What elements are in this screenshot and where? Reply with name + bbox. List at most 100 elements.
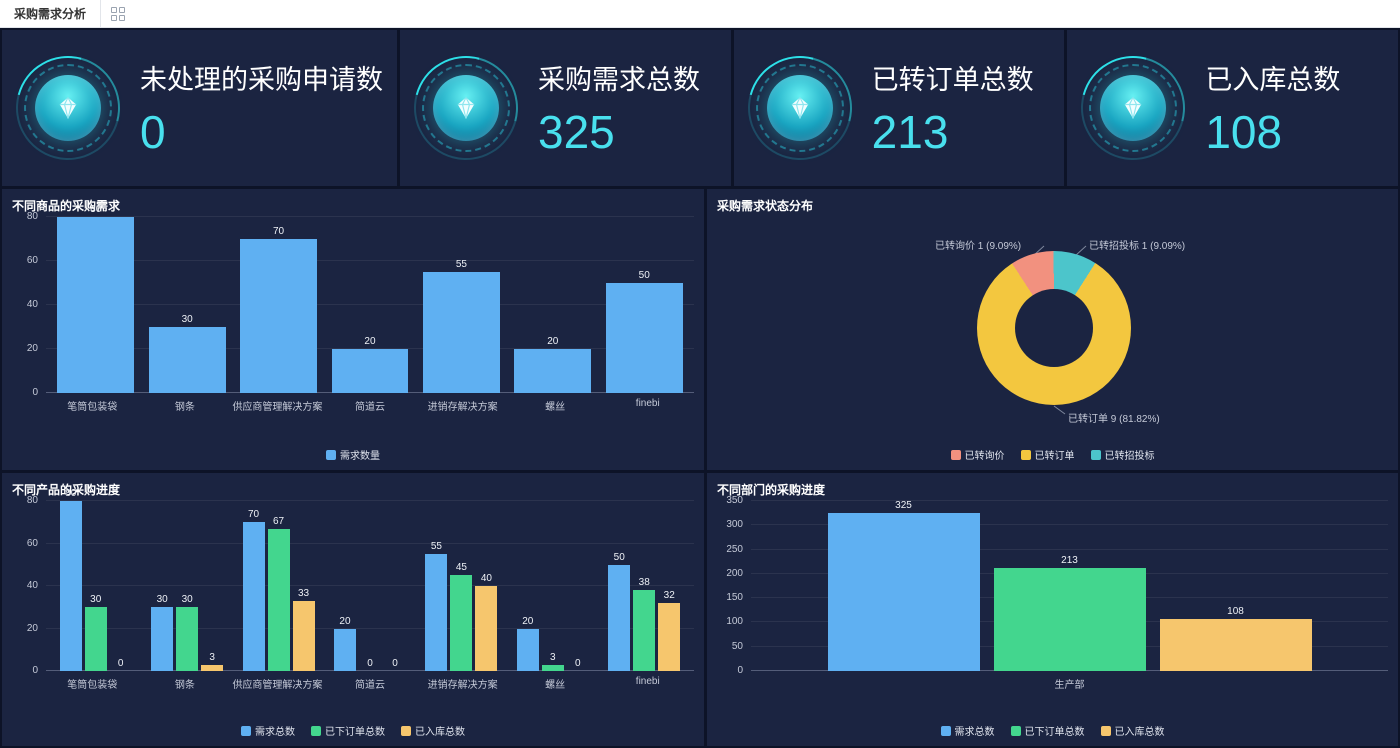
- gridline: 80: [27, 211, 694, 222]
- donut-ring[interactable]: [977, 251, 1131, 405]
- kpi-value: 213: [871, 105, 949, 158]
- tab-label: 采购需求分析: [14, 7, 87, 21]
- panel-department-progress: 不同部门的采购进度 0 50 100 150 200 250 300 350 325 213 108…: [707, 473, 1398, 746]
- bar-需求总数[interactable]: 70: [242, 509, 265, 671]
- panel-product-progress: 不同产品的采购进度 0 20 40 60 80 80 30 0 30 30 3 70 67 33 20 0 0 5…: [2, 473, 704, 746]
- bar-需求数量[interactable]: 30: [148, 314, 226, 393]
- kpi-label: 已转订单总数: [871, 64, 1034, 95]
- y-axis-tick: 20: [26, 622, 38, 634]
- x-axis-labels: 生产部: [751, 676, 1388, 691]
- apps-grid-icon[interactable]: [111, 6, 126, 21]
- bar-value-label: 30: [181, 314, 193, 325]
- bar-需求总数[interactable]: 325: [827, 500, 980, 671]
- x-axis-label: finebi: [635, 676, 660, 687]
- bar-group: 50: [599, 217, 690, 393]
- legend-swatch: [1090, 449, 1101, 460]
- bar-chart-product-progress: 0 20 40 60 80 80 30 0 30 30 3 70 67 33 20 0 0 55 45 40 20 3 0 5…: [12, 488, 694, 740]
- gridline: 60: [27, 538, 694, 549]
- plot-area: 0 20 40 60 80 80 30 70 20 55 20 50: [27, 204, 694, 398]
- bar-已入库总数[interactable]: 33: [292, 588, 315, 671]
- bar-已下订单总数[interactable]: 45: [450, 562, 473, 671]
- y-axis-tick: 60: [26, 537, 38, 549]
- legend-item-已入库总数[interactable]: 已入库总数: [401, 723, 465, 738]
- legend-item-已下订单总数[interactable]: 已下订单总数: [311, 723, 385, 738]
- bar-需求总数[interactable]: 20: [516, 616, 539, 671]
- bar-已下订单总数[interactable]: 213: [993, 555, 1146, 671]
- bar-已入库总数[interactable]: 40: [475, 573, 498, 671]
- bar-需求数量[interactable]: 80: [57, 204, 135, 393]
- kpi-value: 108: [1205, 105, 1283, 158]
- bar-已入库总数[interactable]: 32: [658, 590, 681, 671]
- bar-需求数量[interactable]: 50: [605, 270, 683, 393]
- bar-value-label: 0: [367, 658, 373, 669]
- legend-label: 已转招投标: [1104, 451, 1155, 462]
- legend-item-已下订单总数[interactable]: 已下订单总数: [1010, 723, 1085, 738]
- legend-label: 已入库总数: [415, 727, 465, 738]
- legend-item-已入库总数[interactable]: 已入库总数: [1100, 723, 1165, 738]
- kpi-card-unprocessed: 未处理的采购申请数 0: [0, 30, 397, 186]
- bar-value-label: 50: [613, 551, 625, 563]
- bar-group: 20: [324, 217, 415, 393]
- bar-group: 20 0 0: [324, 501, 415, 671]
- bar-需求总数[interactable]: 50: [608, 552, 631, 671]
- bar-需求数量[interactable]: 20: [514, 336, 592, 393]
- kpi-value: 0: [140, 105, 166, 158]
- bar-value-label: 20: [547, 336, 559, 347]
- legend-item-已转订单[interactable]: 已转订单: [1020, 447, 1075, 462]
- bar-value-label: 45: [455, 562, 467, 574]
- tab-procurement-analysis[interactable]: 采购需求分析: [0, 0, 102, 27]
- x-axis-label: finebi: [635, 398, 660, 409]
- bar-需求总数[interactable]: 30: [151, 594, 174, 671]
- kpi-label: 已入库总数: [1205, 64, 1341, 95]
- bar-chart-product-demand: 0 20 40 60 80 80 30 70 20 55 20 50 笔筒包装袋 钢条 供应商管理解决方案 简…: [12, 204, 694, 464]
- legend-item-已转询价[interactable]: 已转询价: [950, 447, 1005, 462]
- legend-item-已转招投标[interactable]: 已转招投标: [1090, 447, 1155, 462]
- gridline: 20: [27, 343, 694, 354]
- bar-value-label: 3: [550, 651, 556, 663]
- chart-legend: 需求数量: [12, 447, 694, 464]
- chart-title: 不同产品的采购进度: [12, 483, 121, 497]
- bar-已入库总数[interactable]: 3: [201, 652, 224, 671]
- legend-swatch: [241, 725, 251, 736]
- gem-icon: [394, 36, 538, 180]
- bar-已入库总数[interactable]: 108: [1159, 606, 1312, 671]
- bar-group: 80: [50, 204, 141, 393]
- legend-label: 已下订单总数: [325, 727, 385, 738]
- bar-已下订单总数[interactable]: 67: [267, 516, 290, 671]
- bar-已下订单总数[interactable]: 3: [541, 652, 564, 671]
- bar-value-label: 20: [339, 615, 351, 627]
- bar-value-label: 80: [65, 488, 77, 499]
- bar-value-label: 67: [272, 515, 285, 527]
- bar-需求数量[interactable]: 70: [240, 226, 317, 393]
- bar-需求总数[interactable]: 55: [425, 541, 448, 671]
- kpi-value: 325: [538, 105, 615, 158]
- x-axis-labels: 笔筒包装袋 钢条 供应商管理解决方案 简道云 进销存解决方案 螺丝 finebi: [46, 676, 694, 691]
- legend-item-需求总数[interactable]: 需求总数: [940, 723, 995, 738]
- bar-需求数量[interactable]: 55: [423, 259, 500, 393]
- gridline: 0: [32, 665, 694, 676]
- legend-label: 已下订单总数: [1024, 727, 1085, 738]
- legend-item-需求数量[interactable]: 需求数量: [326, 447, 380, 462]
- legend-label: 需求总数: [255, 727, 295, 738]
- gridline: 60: [27, 255, 694, 266]
- bar-需求总数[interactable]: 20: [333, 616, 356, 671]
- bar-value-label: 30: [156, 594, 168, 606]
- bar-group: 325 213 108: [755, 500, 1384, 671]
- chart-title: 采购需求状态分布: [717, 199, 814, 213]
- legend-label: 需求总数: [954, 727, 995, 738]
- legend-item-需求总数[interactable]: 需求总数: [241, 723, 295, 738]
- y-axis-tick: 80: [26, 495, 38, 506]
- bar-已下订单总数[interactable]: 38: [633, 577, 656, 671]
- bar-需求数量[interactable]: 20: [331, 336, 409, 393]
- y-axis-tick: 80: [26, 211, 38, 222]
- legend-swatch: [311, 725, 321, 736]
- top-tab-bar: 采购需求分析: [0, 0, 1400, 28]
- bar-已下订单总数[interactable]: 30: [176, 594, 199, 671]
- x-axis-label: 笔筒包装袋: [67, 402, 118, 413]
- bar-需求总数[interactable]: 80: [59, 488, 82, 671]
- bar-group: 20 3 0: [507, 501, 598, 671]
- callout-inquiry: 已转询价 1 (9.09%): [935, 241, 1022, 252]
- x-axis-label: 简道云: [355, 402, 386, 413]
- bar-已下订单总数[interactable]: 30: [84, 594, 107, 671]
- legend-swatch: [1100, 725, 1111, 736]
